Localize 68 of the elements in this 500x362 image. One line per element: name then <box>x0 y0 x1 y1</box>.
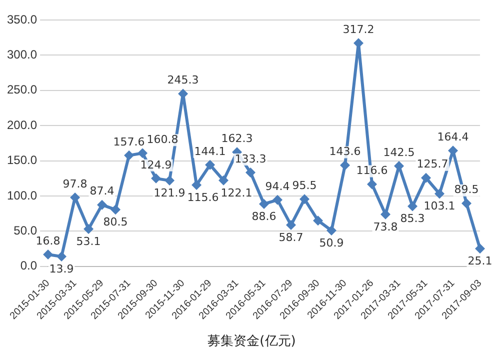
data-label: 121.9 <box>154 186 186 200</box>
point <box>56 252 67 262</box>
y-tick-label: 0.0 <box>20 258 38 273</box>
point <box>475 244 485 254</box>
point <box>124 150 134 160</box>
point <box>164 176 175 186</box>
point <box>97 200 108 210</box>
point <box>110 204 121 215</box>
data-label: 144.1 <box>194 144 226 158</box>
point <box>246 168 256 178</box>
data-label: 115.6 <box>187 190 219 204</box>
y-tick-label: 50.0 <box>14 223 38 238</box>
data-label: 87.4 <box>90 184 114 198</box>
y-tick-label: 200.0 <box>7 118 38 132</box>
y-tick-label: 150.0 <box>7 153 38 168</box>
text: 募集资金(亿元) <box>208 334 296 349</box>
point <box>205 160 216 170</box>
data-label: 143.6 <box>329 145 361 158</box>
point <box>340 160 350 170</box>
data-label: 53.1 <box>76 234 101 248</box>
data-label: 125.7 <box>416 158 448 171</box>
data-label: 85.3 <box>400 212 425 226</box>
data-label: 164.4 <box>437 130 469 144</box>
data-label: 25.1 <box>468 254 492 268</box>
y-tick-label: 350.0 <box>7 12 38 26</box>
data-label: 97.8 <box>62 177 88 190</box>
point <box>408 201 418 212</box>
data-label: 94.4 <box>265 180 290 193</box>
data-label: 88.6 <box>252 210 276 223</box>
data-label: 50.9 <box>319 236 344 250</box>
point <box>151 173 162 184</box>
data-label: 157.6 <box>113 135 145 148</box>
data-label: 124.9 <box>140 158 172 172</box>
data-label: 80.5 <box>103 216 128 229</box>
data-label: 133.3 <box>234 152 266 166</box>
data-label: 13.9 <box>49 262 74 276</box>
point <box>380 209 391 220</box>
y-tick-label: 250.0 <box>7 82 38 97</box>
data-label: 160.8 <box>146 133 178 146</box>
data-label: 317.2 <box>342 22 374 36</box>
point <box>286 220 296 230</box>
point <box>434 188 445 199</box>
point <box>192 180 202 190</box>
y-tick-label: 300.0 <box>7 48 38 62</box>
point <box>421 172 432 183</box>
data-label: 245.3 <box>167 74 199 87</box>
point <box>367 179 378 190</box>
point <box>138 148 148 158</box>
point <box>43 250 54 260</box>
point <box>462 198 472 208</box>
data-label: 58.7 <box>278 230 304 244</box>
data-label: 95.5 <box>292 178 317 192</box>
y-tick-label: 100.0 <box>7 188 38 202</box>
data-label: 73.8 <box>373 220 398 234</box>
point <box>84 224 94 234</box>
data-label: 116.6 <box>356 164 388 178</box>
data-label: 122.1 <box>220 186 252 200</box>
point <box>313 216 324 226</box>
point <box>259 198 270 209</box>
data-label: 103.1 <box>424 200 456 213</box>
data-label: 142.5 <box>383 146 415 159</box>
point <box>300 194 310 204</box>
data-label: 16.8 <box>36 234 60 248</box>
point <box>326 226 337 236</box>
point <box>272 194 283 205</box>
data-label: 162.3 <box>221 132 253 145</box>
point <box>218 175 229 186</box>
data-label: 89.5 <box>454 183 479 196</box>
